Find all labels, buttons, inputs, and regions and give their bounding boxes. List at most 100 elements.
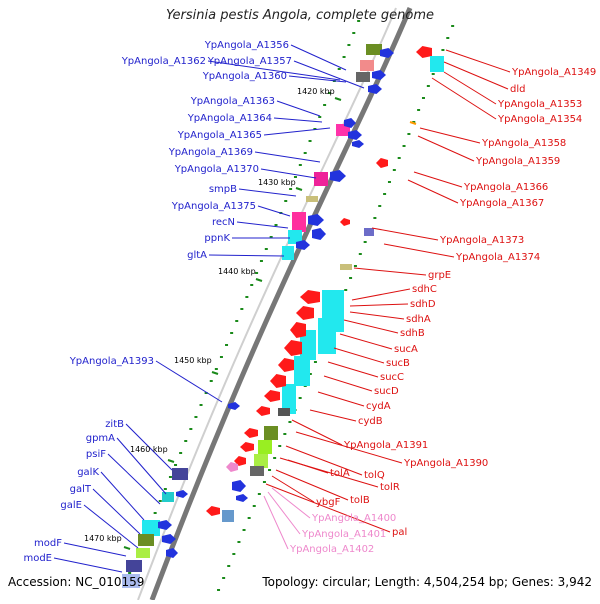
- gene-label-left: psiF: [86, 449, 106, 460]
- gene-label-left: YpAngola_A1357: [207, 56, 292, 67]
- minor-tick-inner: [163, 488, 167, 490]
- gene-arrow-reverse: [264, 390, 280, 402]
- gene-arrow-forward: [158, 520, 172, 530]
- minor-tick-inner: [240, 308, 244, 310]
- gene-box: [366, 44, 382, 55]
- gene-box: [314, 172, 328, 186]
- gene-box: [278, 408, 290, 416]
- leader-line-left: [116, 437, 167, 495]
- leader-line-left: [107, 453, 161, 505]
- minor-tick-inner: [250, 284, 254, 286]
- leader-line-left: [254, 151, 321, 163]
- gene-box: [136, 548, 150, 558]
- leader-line-right: [349, 303, 409, 307]
- minor-tick-inner: [153, 512, 157, 514]
- minor-tick-inner: [269, 236, 273, 238]
- kbp-tick: [211, 371, 219, 375]
- leader-line-right: [383, 243, 455, 258]
- minor-tick-inner: [308, 140, 312, 142]
- minor-tick-outer: [397, 157, 401, 159]
- gene-label-right: sucC: [380, 372, 404, 383]
- gene-box: [430, 56, 444, 72]
- leader-line-right: [443, 61, 509, 90]
- leader-line-left: [53, 557, 123, 573]
- kbp-tick: [255, 278, 263, 282]
- minor-tick-inner: [209, 380, 213, 382]
- gene-arrow-reverse: [290, 322, 306, 338]
- gene-arrow-forward: [162, 534, 176, 544]
- gene-box: [306, 196, 318, 202]
- leader-line-right: [349, 311, 405, 320]
- gene-label-left: galK: [77, 467, 99, 478]
- minor-tick-inner: [264, 248, 268, 250]
- gene-label-left: YpAngola_A1360: [202, 71, 287, 82]
- leader-line-right: [291, 419, 343, 446]
- leader-line-left: [260, 168, 317, 179]
- gene-label-left: YpAngola_A1365: [177, 130, 262, 141]
- kbp-tick: [334, 97, 342, 101]
- minor-tick-outer: [451, 25, 455, 27]
- minor-tick-inner: [313, 128, 317, 130]
- gene-arrow-reverse: [234, 456, 246, 466]
- minor-tick-inner: [327, 92, 331, 94]
- leader-line-left: [125, 423, 173, 471]
- minor-tick-outer: [373, 217, 377, 219]
- leader-line-left: [155, 360, 223, 403]
- gene-box: [282, 384, 296, 414]
- minor-tick-inner: [235, 320, 239, 322]
- leader-line-pale: [263, 495, 289, 550]
- leader-line-right: [343, 319, 399, 334]
- gene-label-right: YpAngola_A1366: [463, 182, 548, 193]
- gene-arrow-forward: [344, 118, 356, 128]
- gene-arrow-forward: [176, 490, 188, 498]
- gene-label-right: YpAngola_A1373: [439, 235, 524, 246]
- minor-tick-inner: [168, 476, 172, 478]
- gene-label-left: modE: [23, 553, 52, 564]
- gene-label-left: gltA: [187, 250, 207, 261]
- gene-label-left: recN: [212, 217, 235, 228]
- gene-box: [162, 492, 174, 502]
- gene-label-left: YpAngola_A1369: [168, 147, 253, 158]
- gene-box: [122, 574, 140, 588]
- minor-tick-outer: [402, 145, 406, 147]
- gene-box: [264, 426, 278, 440]
- leader-line-right: [323, 375, 373, 392]
- minor-tick-outer: [392, 169, 396, 171]
- gene-box: [336, 124, 350, 136]
- gene-label-left: zitB: [105, 419, 124, 430]
- map-title: Yersinia pestis Angola, complete genome: [166, 8, 434, 23]
- gene-arrow-reverse: [226, 462, 238, 472]
- leader-line-right: [371, 227, 439, 241]
- minor-tick-outer: [288, 421, 292, 423]
- gene-box: [142, 520, 160, 536]
- minor-tick-inner: [189, 428, 193, 430]
- topology-text: Topology: circular; Length: 4,504,254 bp…: [262, 575, 592, 589]
- leader-line-pale: [267, 491, 301, 535]
- gene-label-right: YpAngola_A1390: [403, 458, 488, 469]
- minor-tick-inner: [293, 176, 297, 178]
- minor-tick-outer: [252, 505, 256, 507]
- minor-tick-outer: [313, 361, 317, 363]
- minor-tick-inner: [199, 404, 203, 406]
- leader-line-left: [293, 60, 365, 89]
- minor-tick-outer: [349, 277, 353, 279]
- leader-line-left: [100, 471, 145, 521]
- leader-line-left: [238, 188, 297, 197]
- minor-tick-inner: [342, 56, 346, 58]
- gene-arrow-reverse: [278, 358, 294, 372]
- gene-label-left: ppnK: [204, 233, 230, 244]
- gene-arrow-reverse: [376, 158, 388, 168]
- leader-line-pale: [271, 487, 311, 519]
- minor-tick-outer: [353, 265, 357, 267]
- gene-label-left: modF: [34, 538, 62, 549]
- gene-arrow-forward: [228, 402, 240, 410]
- leader-line-left: [288, 75, 347, 83]
- minor-tick-inner: [323, 104, 327, 106]
- gene-label-right: sdhD: [410, 299, 436, 310]
- gene-label-right: ybgF: [316, 497, 341, 508]
- gene-box: [172, 468, 188, 480]
- gene-box: [254, 454, 268, 468]
- gene-arrow-reverse: [256, 406, 270, 416]
- gene-box: [250, 466, 264, 476]
